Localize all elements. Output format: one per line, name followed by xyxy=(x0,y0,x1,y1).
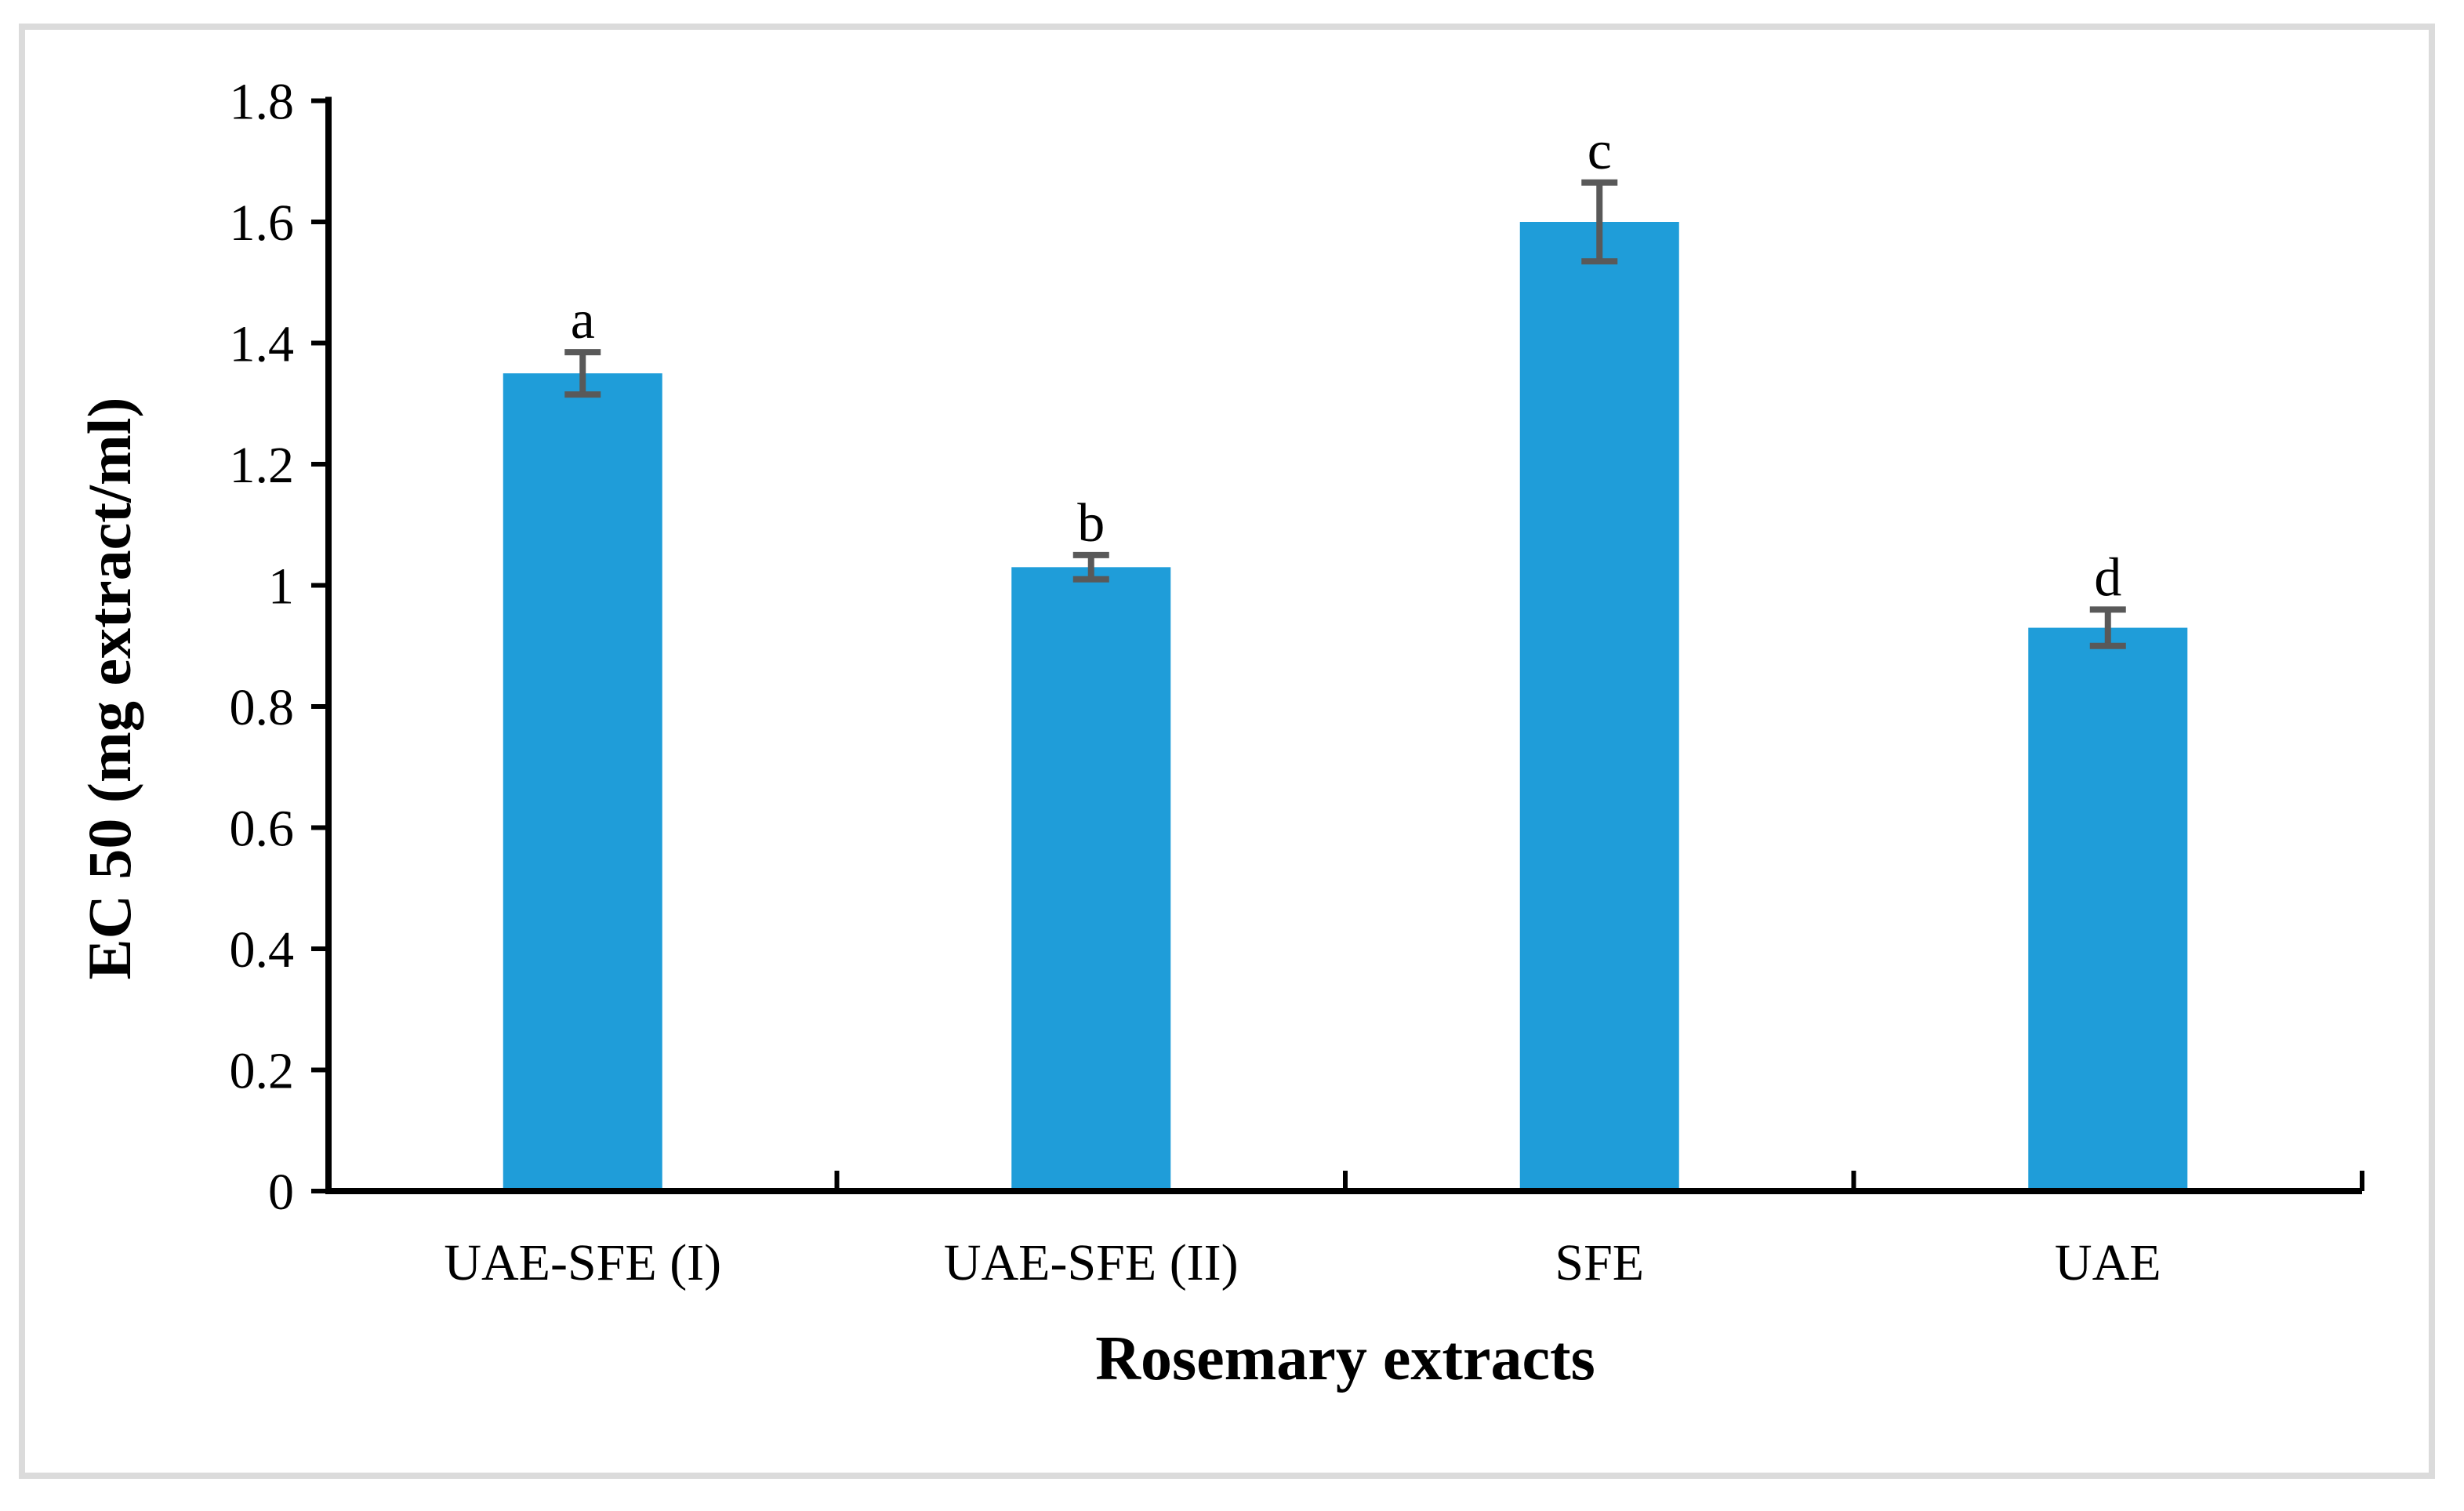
y-tick-label: 0.6 xyxy=(230,801,295,858)
bar xyxy=(2028,627,2188,1191)
bar xyxy=(503,373,662,1191)
y-tick-label: 1.4 xyxy=(230,316,295,373)
y-tick-label: 1.8 xyxy=(230,74,295,131)
bar xyxy=(1011,567,1171,1191)
significance-letter: d xyxy=(2094,547,2121,608)
x-category-label: UAE-SFE (II) xyxy=(944,1234,1239,1291)
x-category-label: SFE xyxy=(1555,1234,1644,1291)
y-tick-label: 1.2 xyxy=(230,437,295,494)
y-tick-label: 1 xyxy=(268,558,294,616)
x-category-label: UAE xyxy=(2055,1234,2161,1291)
significance-letter: a xyxy=(571,290,595,351)
bar xyxy=(1519,222,1679,1191)
x-category-label: UAE-SFE (I) xyxy=(444,1234,721,1291)
y-tick-label: 0.4 xyxy=(230,921,295,979)
y-tick-label: 0.8 xyxy=(230,679,295,736)
y-tick-label: 1.6 xyxy=(230,194,295,252)
y-tick-label: 0.2 xyxy=(230,1043,295,1100)
significance-letter: c xyxy=(1588,121,1612,181)
significance-letter: b xyxy=(1077,493,1105,554)
y-axis-title: EC 50 (mg extract/ml) xyxy=(75,397,143,980)
y-tick-label: 0 xyxy=(268,1164,294,1221)
x-axis-title: Rosemary extracts xyxy=(1095,1324,1595,1393)
